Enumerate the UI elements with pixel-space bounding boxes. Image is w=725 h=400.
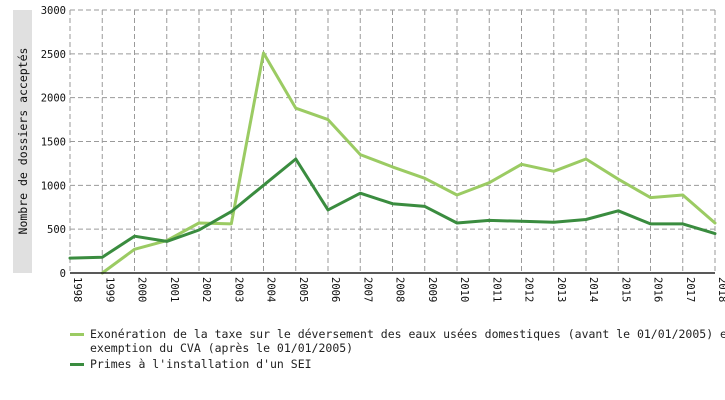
legend-swatch: [70, 333, 84, 336]
y-tick-label: 2000: [41, 93, 66, 105]
x-tick-label: 2014: [587, 277, 599, 302]
x-tick-label: 2000: [136, 277, 148, 302]
x-tick-label: 2017: [684, 277, 696, 302]
y-axis-label: Nombre de dossiers acceptés: [16, 48, 30, 235]
y-axis-label-band: [13, 10, 32, 273]
y-tick-label: 1500: [41, 137, 66, 149]
y-tick-label: 1000: [41, 180, 66, 192]
x-tick-label: 2005: [297, 277, 309, 302]
series-lines: [68, 51, 717, 275]
x-tick-label: 2016: [652, 277, 664, 302]
y-tick-label: 2500: [41, 49, 66, 61]
x-tick-label: 2009: [426, 277, 438, 302]
x-tick-label: 2001: [168, 277, 180, 302]
legend-label: Primes à l'installation d'un SEI: [90, 357, 312, 371]
legend: Exonération de la taxe sur le déversemen…: [70, 327, 725, 373]
gridlines: [69, 9, 716, 273]
x-tick-label: 2018: [716, 277, 725, 302]
y-tick-labels: 0 500 1000 1500 2000 2500 3000: [41, 5, 66, 280]
legend-label: Exonération de la taxe sur le déversemen…: [90, 327, 725, 355]
x-tick-label: 2010: [458, 277, 470, 302]
x-tick-label: 2006: [329, 277, 341, 302]
legend-swatch: [70, 363, 84, 366]
legend-item: Primes à l'installation d'un SEI: [70, 357, 725, 371]
y-tick-label: 3000: [41, 5, 66, 17]
x-tick-label: 2015: [619, 277, 631, 302]
x-tick-label: 2003: [232, 277, 244, 302]
x-tick-label: 2007: [361, 277, 373, 302]
series-line-1: [100, 51, 717, 275]
x-tick-label: 2008: [394, 277, 406, 302]
x-tick-label: 2013: [555, 277, 567, 302]
legend-item: Exonération de la taxe sur le déversemen…: [70, 327, 725, 355]
x-tick-label: 2011: [490, 277, 502, 302]
x-tick-label: 1999: [103, 277, 115, 302]
x-tick-label: 2002: [200, 277, 212, 302]
y-tick-label: 500: [47, 224, 66, 236]
y-tick-label: 0: [60, 268, 66, 280]
x-tick-label: 1998: [71, 277, 83, 302]
x-tick-labels: 1998 1999 2000 2001 2002 2003 2004 2005 2006 2007…: [71, 277, 725, 302]
x-tick-label: 2004: [265, 277, 277, 302]
x-tick-label: 2012: [523, 277, 535, 302]
